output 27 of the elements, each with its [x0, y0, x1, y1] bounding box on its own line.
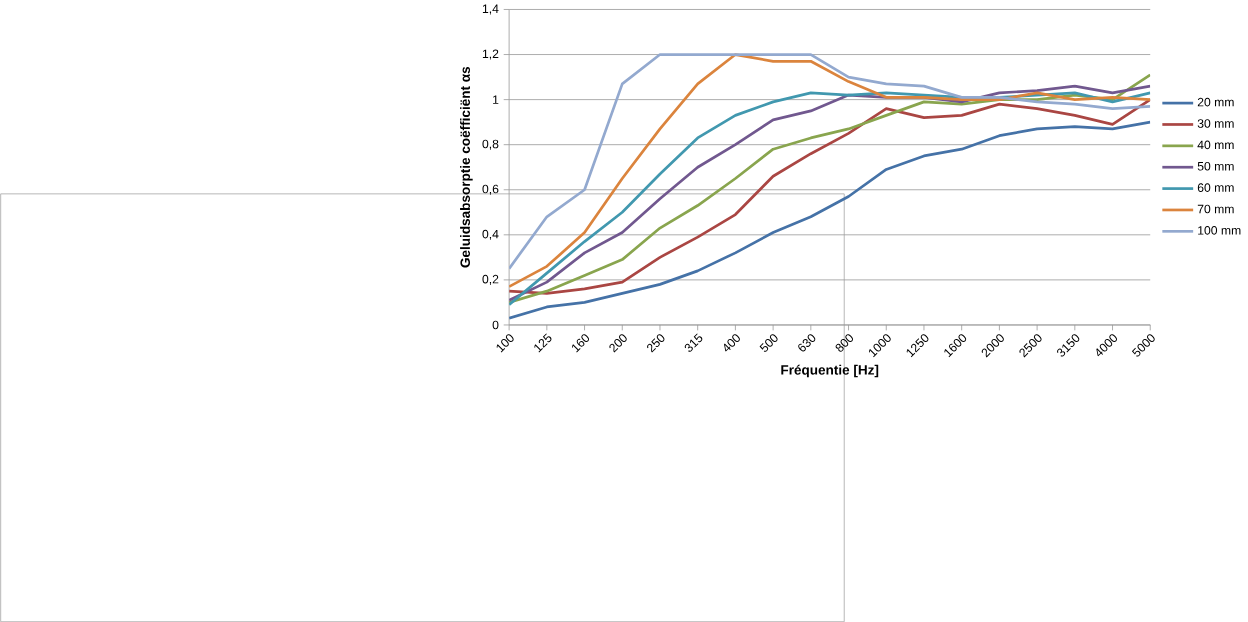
x-tick-label: 400 [724, 334, 740, 352]
x-tick-label: 250 [647, 334, 665, 353]
x-axis-title: Fréquentie [Hz] [781, 364, 879, 378]
x-tick-label: 800 [835, 334, 854, 352]
legend-label: 50 mm [1197, 161, 1234, 171]
y-tick-label: 1 [493, 95, 499, 104]
legend-label: 30 mm [1197, 118, 1234, 128]
legend-label: 60 mm [1197, 183, 1234, 192]
y-tick-label: 0 [492, 320, 499, 330]
x-tick-label: 125 [534, 333, 552, 353]
x-tick-label: 630 [798, 334, 816, 352]
legend-label: 70 mm [1197, 204, 1234, 214]
x-tick-label: 160 [572, 334, 590, 353]
y-tick-label: 1,4 [482, 4, 499, 15]
y-tick-label: 1,2 [482, 49, 499, 60]
y-tick-label: 0,8 [482, 139, 499, 150]
y-tick-label: 0,6 [482, 184, 499, 195]
y-tick-label: 0,2 [482, 274, 499, 285]
legend-label: 100 mm [1198, 225, 1241, 235]
x-tick-label: 315 [684, 333, 703, 352]
x-tick-label: 100 [496, 334, 514, 353]
x-tick-label: 500 [759, 334, 778, 352]
y-tick-label: 0,4 [482, 229, 499, 240]
y-axis-title: Geluidsabsorptie coëfficiënt αs [460, 66, 473, 268]
x-tick-label: 200 [609, 334, 627, 353]
legend-label: 20 mm [1197, 97, 1234, 107]
legend-label: 40 mm [1197, 140, 1234, 150]
